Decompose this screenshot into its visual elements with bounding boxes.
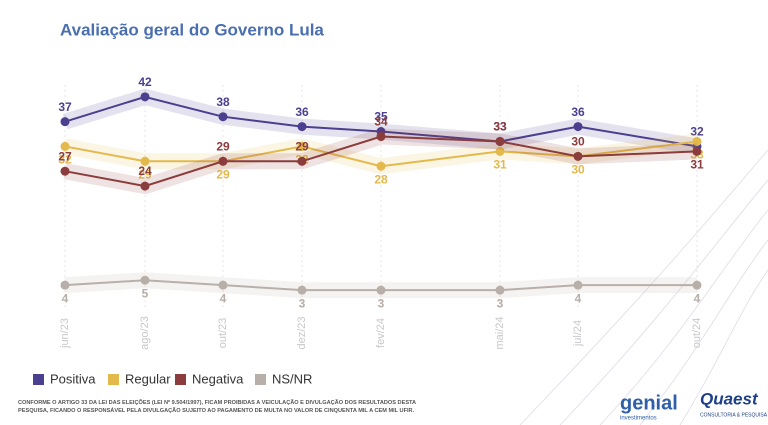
value-label: 33 [493, 120, 507, 134]
legend-swatch [108, 374, 119, 385]
line [64, 140, 698, 168]
value-label: 35 [374, 110, 388, 124]
point [140, 275, 150, 285]
value-label: 30 [571, 163, 585, 177]
point [60, 141, 70, 151]
x-tick-label: jul/24 [572, 320, 584, 347]
value-label: 42 [138, 75, 152, 89]
value-label: 36 [571, 105, 585, 119]
point [60, 280, 70, 290]
x-tick-label: out/24 [691, 318, 703, 349]
line [64, 135, 698, 188]
footnote: CONFORME O ARTIGO 33 DA LEI DAS ELEIÇÕES… [18, 400, 416, 414]
value-label: 27 [58, 149, 72, 163]
x-tick-label: ago/23 [139, 316, 151, 350]
value-label: 3 [497, 296, 504, 310]
point [297, 156, 307, 166]
point [60, 117, 70, 127]
point [297, 122, 307, 132]
value-label: 36 [295, 105, 309, 119]
x-tick-label: jun/23 [59, 318, 71, 349]
point [376, 132, 386, 142]
point [573, 151, 583, 161]
point [218, 280, 228, 290]
point [218, 156, 228, 166]
value-label: 33 [493, 120, 507, 134]
legend-swatch [175, 374, 186, 385]
point [495, 146, 505, 156]
x-tick-label: dez/23 [296, 316, 308, 349]
point [692, 280, 702, 290]
legend-swatch [33, 374, 44, 385]
legend-swatch [255, 374, 266, 385]
point [376, 285, 386, 295]
line [64, 95, 698, 148]
chart-title: Avaliação geral do Governo Lula [60, 20, 324, 39]
value-label: 4 [62, 291, 69, 305]
value-label: 31 [493, 158, 507, 172]
value-label: 32 [690, 125, 704, 139]
legend-label: NS/NR [272, 371, 312, 386]
point [140, 181, 150, 191]
value-label: 4 [575, 291, 582, 305]
value-label: 29 [295, 139, 309, 153]
point [297, 285, 307, 295]
legend-label: Negativa [192, 371, 244, 386]
value-label: 31 [690, 158, 704, 172]
x-tick-label: fev/24 [375, 318, 387, 348]
legend-label: Positiva [50, 371, 96, 386]
point [573, 280, 583, 290]
point [140, 92, 150, 102]
value-label: 30 [571, 135, 585, 149]
x-tick-label: out/23 [217, 318, 229, 349]
decor [519, 149, 768, 425]
brand-sub: investimentos [620, 416, 657, 422]
value-label: 34 [374, 115, 388, 129]
brand: genial [620, 392, 678, 414]
point [692, 146, 702, 156]
value-label: 32 [58, 153, 72, 167]
brand-sub: CONSULTORIA & PESQUISA [700, 412, 768, 418]
point [218, 112, 228, 122]
value-label: 3 [299, 296, 306, 310]
value-label: 38 [216, 95, 230, 109]
point [573, 122, 583, 132]
value-label: 29 [216, 139, 230, 153]
point [495, 136, 505, 146]
value-label: 29 [216, 167, 230, 181]
point [495, 285, 505, 295]
value-label: 24 [138, 164, 152, 178]
x-tick-label: mai/24 [494, 316, 506, 349]
legend-label: Regular [125, 371, 171, 386]
point [297, 141, 307, 151]
point [376, 161, 386, 171]
value-label: 37 [58, 100, 72, 114]
value-label: 5 [142, 286, 149, 300]
point [60, 166, 70, 176]
value-label: 3 [378, 296, 385, 310]
value-label: 4 [694, 291, 701, 305]
value-label: 29 [138, 167, 152, 181]
brand: Quaest [700, 389, 759, 408]
point [692, 136, 702, 146]
value-label: 28 [374, 172, 388, 186]
value-label: 4 [220, 291, 227, 305]
point [140, 156, 150, 166]
line [64, 279, 697, 292]
